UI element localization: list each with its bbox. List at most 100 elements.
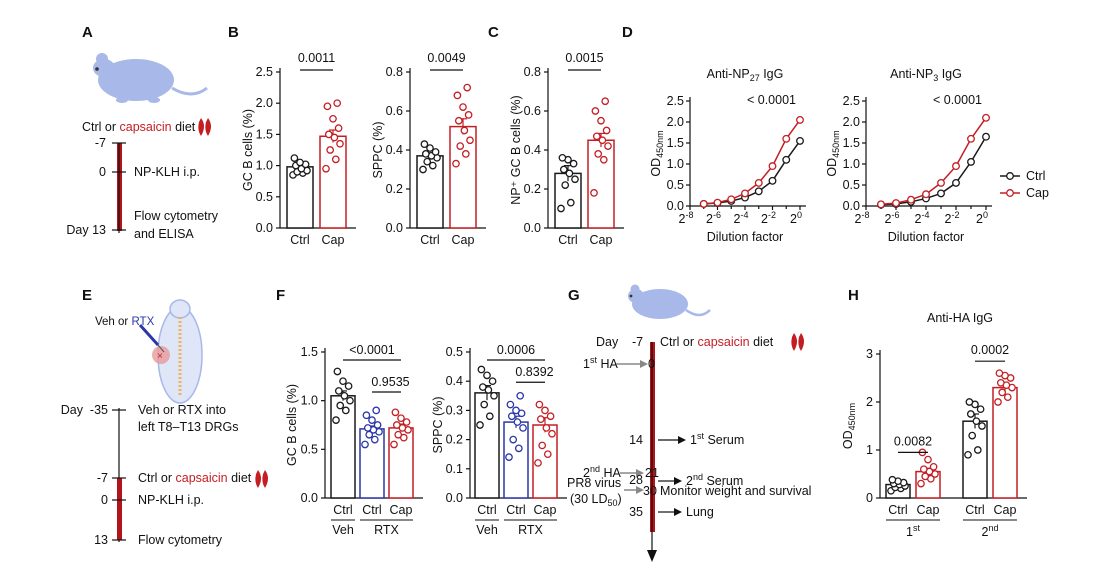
chart-f1: 0.0 0.5 1.0 1.5 GC B cells (%) Ctrl Ctrl Cap <0.… [285, 343, 423, 537]
panel-a: Ctrl or capsaicin diet -7 0 Day 13 NP-KL… [66, 53, 219, 241]
y-axis-label-text: OD [841, 430, 855, 449]
x-tick-label: Cap [390, 503, 413, 517]
day-label: 28 [629, 473, 643, 487]
data-point [466, 136, 474, 145]
day-label: Day -35 [61, 403, 108, 417]
group-label: 2nd [982, 523, 999, 539]
y-tick-label: 0.5 [843, 178, 860, 192]
x-tick-label: Cap [917, 503, 940, 517]
day-label: -7 [97, 471, 108, 485]
data-point [420, 140, 429, 148]
injection-label: Veh or RTX [95, 316, 155, 328]
data-point [373, 421, 382, 429]
data-point [392, 421, 401, 429]
x-tick-label: 2-4 [915, 210, 930, 226]
data-point [924, 455, 932, 464]
data-point [323, 102, 332, 111]
data-point [590, 189, 598, 197]
data-point [483, 371, 491, 380]
group-label: Veh [476, 523, 498, 537]
y-tick-label: 1 [866, 443, 873, 457]
data-point [512, 406, 520, 415]
y-tick-label: 1.5 [843, 136, 860, 150]
data-point [509, 435, 518, 444]
y-axis-label-text: GC B cells (%) [285, 384, 299, 466]
chart-title-prefix: Anti-NP [890, 67, 933, 81]
data-point [535, 400, 544, 409]
day-label: 0 [648, 357, 655, 371]
y-tick-label: 0.2 [386, 182, 403, 196]
group-label: 1st [906, 523, 920, 539]
p-value-label: 0.9535 [371, 375, 409, 389]
x-tick-label: Ctrl [420, 233, 439, 247]
data-point [454, 116, 463, 125]
data-point [456, 142, 465, 150]
data-point [464, 111, 473, 119]
data-point [952, 162, 960, 171]
y-axis-label: NP⁺ GC B cells (%) [509, 95, 523, 204]
y-tick-label: 0.0 [386, 221, 403, 235]
data-point [370, 435, 379, 444]
data-point [768, 162, 777, 171]
diet-suffix: diet [750, 335, 774, 349]
x-tick-label: Ctrl [965, 503, 984, 517]
data-point [754, 187, 763, 196]
data-point [485, 412, 494, 421]
event-label: Lung [686, 505, 714, 519]
diet-highlight: capsaicin [698, 335, 750, 349]
data-point [344, 382, 353, 390]
x-tick-label: Cap [590, 233, 613, 247]
data-point [478, 383, 487, 391]
data-point [782, 134, 791, 143]
p-value-label: < 0.0001 [747, 93, 796, 107]
x-tick-label: Ctrl [290, 233, 309, 247]
group-label: Veh [332, 523, 354, 537]
data-point [559, 165, 568, 174]
y-tick-label: 0.4 [524, 143, 541, 157]
y-axis-label: SPPC (%) [431, 397, 445, 454]
y-axis-label: OD450nm [841, 403, 857, 449]
group-label: RTX [374, 523, 399, 537]
y-tick-label: 3 [866, 347, 873, 361]
legend-marker [1006, 172, 1014, 180]
data-point [423, 157, 432, 166]
diet-label: Ctrl or capsaicin diet [660, 335, 774, 349]
y-tick-label: 2 [866, 395, 873, 409]
data-point [519, 424, 527, 432]
data-point [601, 97, 610, 106]
data-point [372, 406, 381, 415]
data-point [421, 150, 430, 158]
x-tick-exponent: -4 [740, 210, 748, 220]
data-point [966, 410, 975, 418]
data-point [402, 418, 411, 426]
data-point [597, 116, 605, 125]
panel-label-g: G [568, 287, 580, 304]
y-tick-label: 0.0 [256, 221, 273, 235]
y-axis-label-text: NP⁺ GC B cells (%) [509, 95, 523, 204]
y-axis-label-text: GC B cells (%) [241, 109, 255, 191]
charts: 0.00.51.01.52.02.5GC B cells (%)Ctrl Cap0… [241, 51, 1049, 539]
p-value-label: 0.0049 [427, 51, 465, 65]
data-point [968, 431, 977, 440]
y-tick-label: 1.0 [667, 157, 684, 171]
bar [587, 139, 615, 229]
group-label-base: 1 [906, 525, 913, 539]
y-tick-label: 1.5 [256, 127, 273, 141]
data-point [978, 422, 986, 430]
panel-label-d: D [622, 24, 633, 41]
x-tick-label: 2-4 [734, 210, 749, 226]
y-axis-label-text: OD [825, 158, 839, 177]
data-point [598, 136, 607, 145]
data-point [488, 377, 497, 386]
data-point [558, 153, 567, 162]
data-point [290, 154, 299, 162]
data-point [907, 195, 915, 204]
data-point [995, 369, 1004, 378]
day-label: -7 [95, 136, 106, 150]
data-point [513, 418, 522, 426]
data-point [967, 157, 975, 166]
x-tick-label: Cap [322, 233, 345, 247]
data-point [937, 189, 945, 198]
panel-label-b: B [228, 24, 239, 41]
data-point [557, 204, 565, 213]
